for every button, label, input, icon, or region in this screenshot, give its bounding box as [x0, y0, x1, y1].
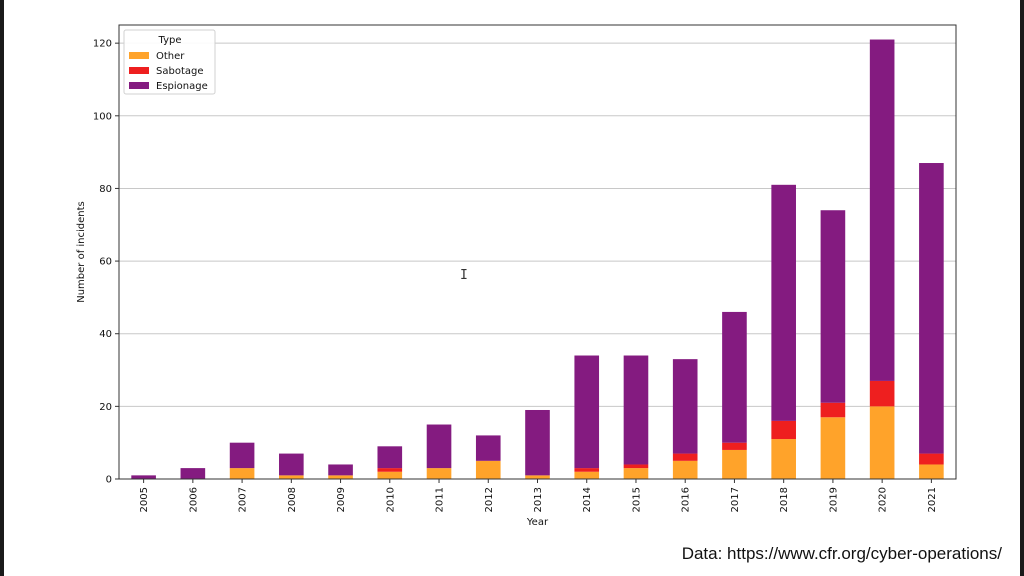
bar-espionage-2014 [574, 355, 600, 469]
x-tick-label: 2015 [631, 487, 642, 512]
x-tick-label: 2019 [828, 487, 839, 512]
bar-sabotage-2019 [820, 402, 846, 418]
x-axis-label: Year [526, 517, 549, 528]
y-tick-label: 0 [106, 475, 112, 486]
bar-other-2016 [672, 460, 698, 479]
x-tick-label: 2008 [287, 487, 298, 512]
y-tick-label: 120 [93, 39, 112, 50]
bar-other-2009 [328, 475, 353, 479]
legend-box [123, 29, 216, 95]
bar-sabotage-2014 [574, 468, 600, 472]
bar-sabotage-2010 [377, 468, 403, 472]
bar-other-2013 [525, 475, 550, 479]
legend-swatch-espionage [129, 82, 149, 89]
y-tick-label: 40 [99, 329, 112, 340]
x-ticks: 2005 2006 2007 2008 2009 2010 2011 2012 2013 2014… [139, 479, 938, 512]
bar-other-2015 [623, 468, 649, 479]
x-tick-label: 2009 [336, 487, 347, 512]
legend-label-espionage: Espionage [156, 81, 208, 92]
legend-title: Type [158, 35, 182, 46]
legend: Type Other Sabotage Espionage [123, 29, 216, 95]
bar-sabotage-2020 [869, 380, 895, 407]
bar-espionage-2013 [525, 409, 550, 476]
bar-espionage-2005 [131, 475, 156, 479]
x-tick-label: 2013 [533, 487, 544, 512]
bar-sabotage-2018 [771, 420, 796, 440]
y-tick-label: 100 [93, 111, 112, 122]
bar-other-2007 [229, 468, 255, 479]
bar-espionage-2009 [328, 464, 353, 476]
y-tick-label: 80 [99, 184, 112, 195]
y-axis-label: Number of incidents [76, 201, 87, 303]
bar-sabotage-2015 [623, 464, 649, 469]
x-tick-label: 2011 [435, 487, 446, 512]
bar-espionage-2021 [919, 163, 944, 454]
bar-sabotage-2021 [919, 453, 944, 465]
bar-other-2019 [820, 417, 846, 479]
bar-espionage-2019 [820, 210, 846, 403]
bars [131, 39, 944, 479]
bar-sabotage-2016 [672, 453, 698, 461]
bar-espionage-2008 [279, 453, 304, 476]
grid-lines [119, 42, 956, 480]
bar-espionage-2018 [771, 184, 796, 421]
bar-espionage-2010 [377, 446, 403, 469]
bar-espionage-2006 [180, 468, 206, 479]
legend-swatch-other [129, 52, 149, 59]
y-tick-label: 20 [99, 402, 112, 413]
bar-other-2017 [722, 449, 747, 479]
legend-swatch-sabotage [129, 67, 149, 74]
bar-espionage-2015 [623, 355, 649, 465]
x-tick-label: 2020 [878, 487, 889, 512]
x-tick-label: 2006 [188, 487, 199, 512]
y-tick-label: 60 [99, 257, 112, 268]
bar-espionage-2007 [229, 442, 255, 469]
x-tick-label: 2017 [730, 487, 741, 512]
bar-espionage-2017 [722, 311, 747, 443]
y-ticks: 0 20 40 60 80 100 120 [93, 39, 119, 486]
text-cursor-icon: I [460, 268, 468, 283]
bar-espionage-2012 [475, 435, 501, 461]
legend-label-sabotage: Sabotage [156, 66, 204, 77]
bar-other-2018 [771, 439, 796, 479]
x-tick-label: 2014 [582, 487, 593, 512]
slide: 0 20 40 60 80 100 120 2005 2006 2007 2008 2009 2010… [4, 0, 1020, 576]
bar-other-2010 [377, 471, 403, 479]
bar-sabotage-2017 [722, 442, 747, 450]
bar-espionage-2011 [426, 424, 452, 469]
x-tick-label: 2021 [927, 487, 938, 512]
x-tick-label: 2018 [779, 487, 790, 512]
x-tick-label: 2012 [484, 487, 495, 512]
source-caption: Data: https://www.cfr.org/cyber-operatio… [681, 544, 1002, 563]
chart: 0 20 40 60 80 100 120 2005 2006 2007 2008 2009 2010… [76, 24, 957, 528]
x-tick-label: 2016 [681, 487, 692, 512]
bar-other-2021 [919, 464, 944, 479]
bar-espionage-2020 [869, 39, 895, 381]
bar-other-2014 [574, 471, 600, 479]
bar-other-2020 [869, 406, 895, 479]
bar-espionage-2016 [672, 359, 698, 454]
bar-other-2011 [426, 468, 452, 479]
x-tick-label: 2005 [139, 487, 150, 512]
bar-other-2008 [279, 475, 304, 479]
x-tick-label: 2007 [238, 487, 249, 512]
bar-other-2012 [475, 460, 501, 479]
legend-label-other: Other [156, 51, 185, 62]
x-tick-label: 2010 [385, 487, 396, 512]
